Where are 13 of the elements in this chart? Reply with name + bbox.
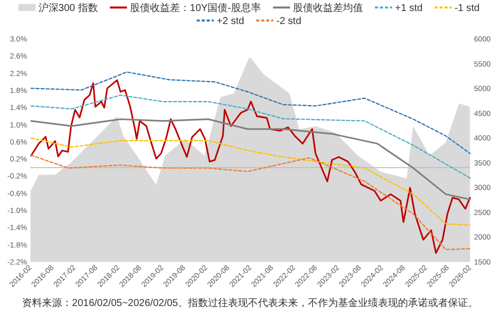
- line-series: [30, 137, 471, 226]
- line-series: [30, 94, 471, 179]
- legend-label: 沪深300 指数: [38, 2, 98, 14]
- legend-label: 股债收益差：10Y国债-股息率: [130, 2, 262, 14]
- line-series: [30, 71, 471, 154]
- text: 资料来源：2016/02/05~2026/02/05。指数过往表现不代表未来，不作为基金业绩表现的承诺或者保证。: [22, 297, 478, 309]
- legend-label: -2 std: [276, 16, 302, 27]
- legend-label: +2 std: [216, 16, 244, 27]
- legend-label: 股债收益差均值: [293, 2, 364, 14]
- legend-label: +1 std: [395, 3, 423, 14]
- line-series: [30, 118, 471, 200]
- legend-label: -1 std: [454, 3, 480, 14]
- line-series: [30, 154, 471, 250]
